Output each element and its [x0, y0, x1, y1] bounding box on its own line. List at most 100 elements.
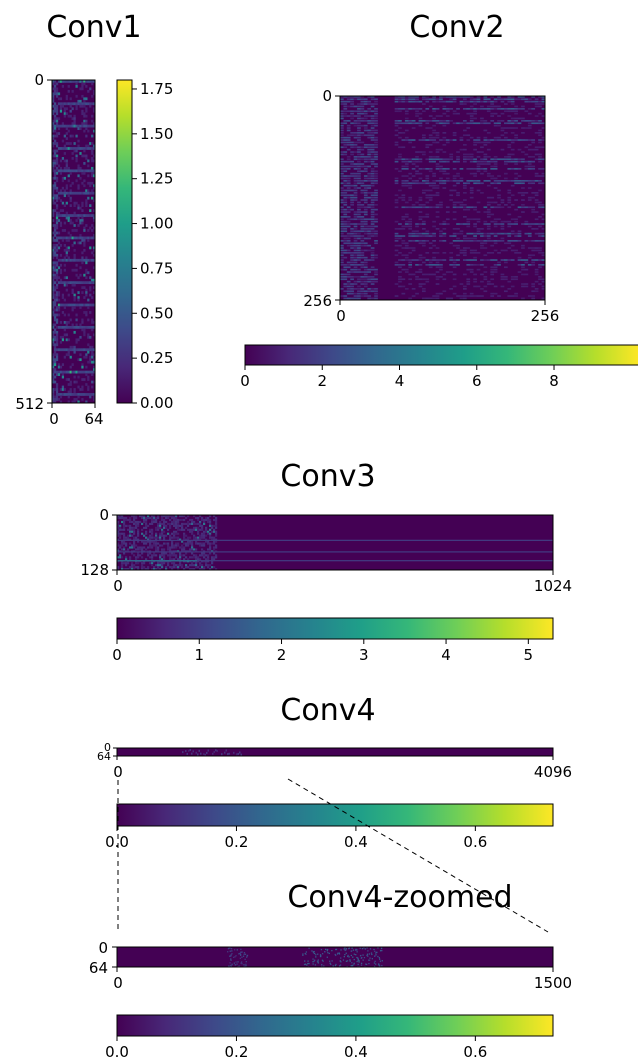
heatmap-cell: [71, 308, 74, 312]
heatmap-cell: [370, 158, 375, 161]
heatmap-cell: [203, 552, 206, 555]
heatmap-cell: [493, 259, 498, 261]
heatmap-cell: [456, 259, 460, 261]
heatmap-cell: [343, 196, 348, 199]
heatmap-cell: [350, 268, 354, 271]
heatmap-cell: [521, 127, 525, 129]
heatmap-cell: [151, 564, 154, 567]
heatmap-cell: [216, 749, 218, 752]
heatmap-cell: [65, 127, 68, 130]
heatmap-cell: [340, 218, 344, 221]
heatmap-cell: [85, 276, 88, 280]
heatmap-cell: [147, 566, 150, 569]
heatmap-cell: [79, 393, 82, 396]
heatmap-cell: [52, 199, 55, 203]
heatmap-cell: [65, 323, 68, 327]
heatmap-cell: [69, 281, 72, 285]
heatmap-cell: [469, 218, 474, 221]
heatmap-cell: [63, 236, 66, 240]
heatmap-cell: [401, 158, 406, 161]
heatmap-cell: [65, 166, 68, 170]
heatmap-cell: [504, 122, 508, 125]
heatmap-cell: [89, 258, 92, 262]
heatmap-cell: [340, 175, 344, 177]
heatmap-cell: [77, 206, 80, 210]
heatmap-cell: [75, 107, 78, 111]
heatmap-cell: [497, 196, 501, 199]
heatmap-cell: [415, 259, 419, 261]
heatmap-cell: [442, 100, 447, 103]
heatmap-cell: [517, 216, 522, 218]
heatmap-cell: [59, 258, 63, 262]
heatmap-cell: [93, 278, 95, 282]
heatmap-cell: [538, 153, 542, 156]
heatmap-cell: [83, 330, 86, 334]
heatmap-cell: [363, 124, 368, 127]
heatmap-cell: [435, 187, 440, 189]
heatmap-cell: [415, 230, 419, 233]
heatmap-cell: [63, 124, 66, 128]
conv1-heatmap-cells: [52, 80, 95, 403]
heatmap-cell: [215, 556, 218, 559]
heatmap-cell: [61, 293, 65, 297]
heatmap-cell: [500, 273, 505, 276]
heatmap-cell: [155, 546, 158, 549]
heatmap-cell: [357, 957, 359, 959]
heatmap-cell: [151, 518, 154, 522]
heatmap-cell: [75, 236, 78, 240]
heatmap-cell: [418, 108, 423, 110]
heatmap-cell: [486, 237, 491, 240]
heatmap-cell: [514, 108, 518, 110]
heatmap-cell: [191, 542, 194, 545]
heatmap-cell: [343, 252, 348, 254]
heatmap-cell: [456, 156, 460, 158]
heatmap-cell: [57, 308, 61, 312]
heatmap-cell: [179, 515, 182, 518]
heatmap-cell: [73, 248, 76, 252]
heatmap-cell: [228, 752, 230, 755]
heatmap-cell: [65, 137, 68, 140]
heatmap-cell: [135, 516, 138, 520]
heatmap-cell: [91, 196, 94, 200]
heatmap-cell: [157, 526, 160, 529]
heatmap-cell: [155, 538, 158, 541]
heatmap-cell: [205, 558, 208, 561]
heatmap-cell: [187, 558, 190, 561]
heatmap-cell: [432, 175, 436, 177]
heatmap-cell: [374, 280, 378, 283]
heatmap-cell: [55, 206, 59, 210]
heatmap-cell: [538, 100, 542, 103]
heatmap-cell: [303, 963, 306, 966]
heatmap-cell: [65, 124, 68, 128]
heatmap-cell: [85, 201, 88, 205]
heatmap-cell: [143, 526, 146, 529]
heatmap-cell: [343, 201, 348, 204]
heatmap-cell: [480, 235, 484, 237]
heatmap-cell: [83, 149, 86, 153]
heatmap-cell: [131, 526, 134, 529]
colorbar-tick-label: 0.4: [344, 833, 368, 851]
heatmap-cell: [169, 518, 172, 522]
heatmap-cell: [521, 297, 525, 300]
heatmap-cell: [374, 122, 378, 125]
heatmap-cell: [75, 84, 78, 88]
heatmap-cell: [408, 297, 413, 300]
heatmap-cell: [52, 325, 55, 329]
heatmap-cell: [445, 96, 450, 98]
heatmap-cell: [514, 276, 518, 278]
heatmap-cell: [167, 528, 170, 531]
heatmap-cell: [514, 117, 518, 120]
heatmap-cell: [53, 117, 57, 121]
heatmap-cell: [442, 96, 447, 98]
heatmap-cell: [246, 956, 248, 958]
heatmap-cell: [531, 285, 536, 288]
heatmap-cell: [476, 170, 481, 173]
heatmap-cell: [425, 182, 430, 185]
heatmap-cell: [93, 219, 95, 222]
heatmap-cell: [87, 236, 90, 240]
heatmap-cell: [456, 240, 460, 242]
heatmap-cell: [493, 182, 498, 185]
heatmap-cell: [507, 153, 512, 156]
heatmap-cell: [370, 129, 375, 132]
heatmap-cell: [137, 530, 140, 533]
